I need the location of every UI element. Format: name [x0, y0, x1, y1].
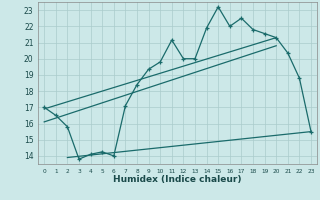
X-axis label: Humidex (Indice chaleur): Humidex (Indice chaleur) — [113, 175, 242, 184]
